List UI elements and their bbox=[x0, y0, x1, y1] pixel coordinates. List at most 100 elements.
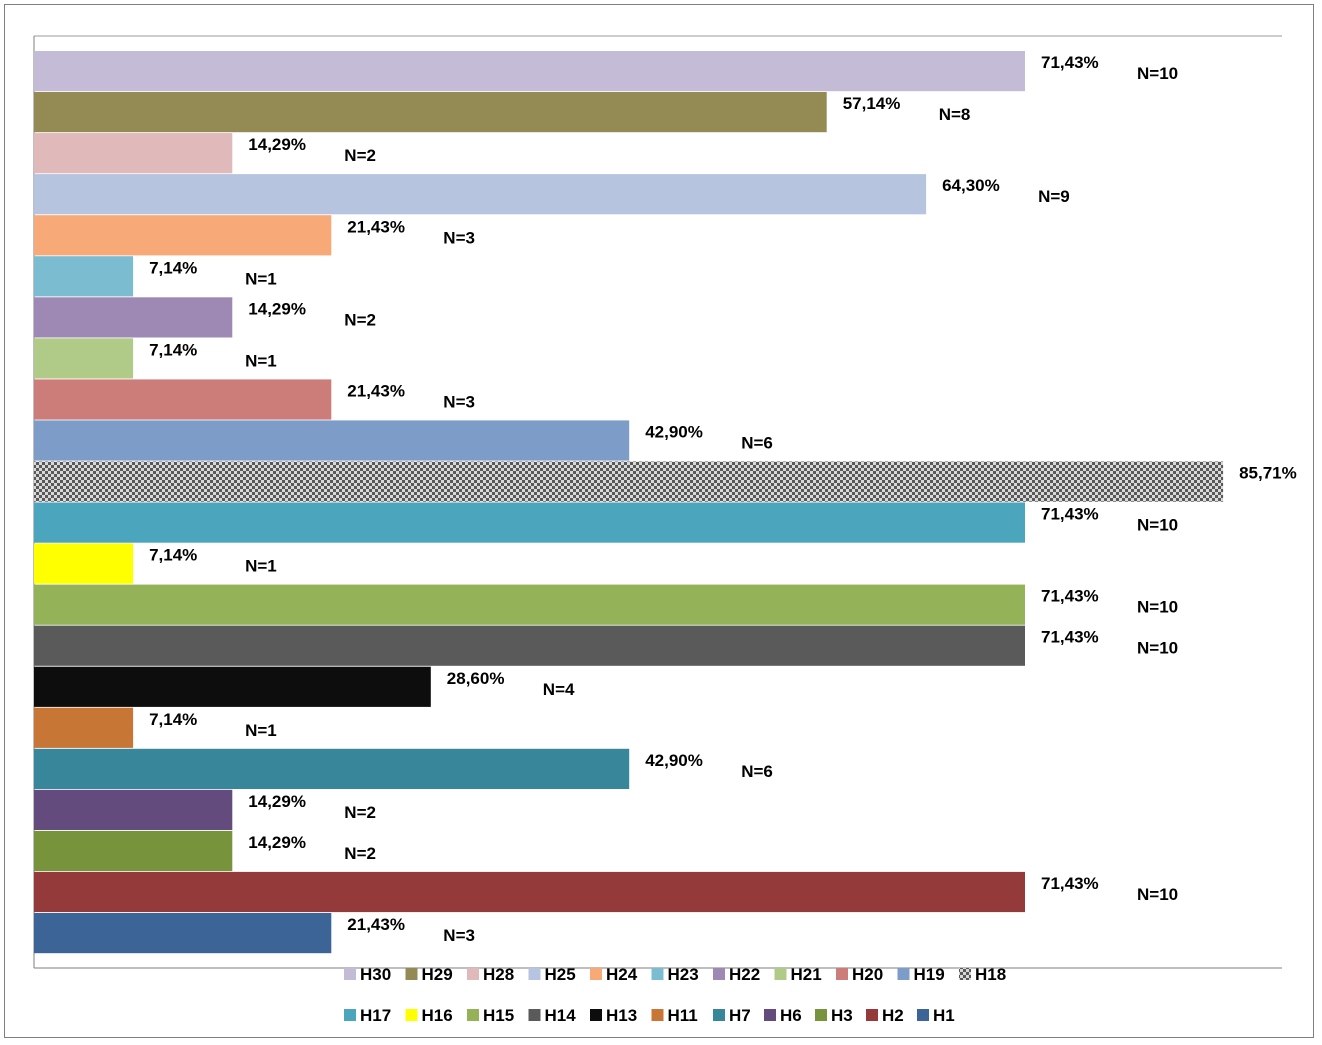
legend-swatch-h22 bbox=[713, 968, 725, 980]
legend-swatch-h28 bbox=[467, 968, 479, 980]
bars bbox=[34, 51, 1224, 954]
bar-h2 bbox=[34, 871, 1025, 913]
legend-swatch-h18 bbox=[959, 968, 971, 980]
legend-swatch-h17 bbox=[344, 1009, 356, 1021]
legend-label-h1: H1 bbox=[933, 1006, 955, 1025]
n-label-h6: N=2 bbox=[344, 803, 376, 822]
legend-label-h13: H13 bbox=[606, 1006, 637, 1025]
bar-h29 bbox=[34, 92, 827, 133]
bar-h22 bbox=[34, 297, 233, 338]
legend-swatch-h7 bbox=[713, 1009, 725, 1021]
legend-swatch-h3 bbox=[815, 1009, 827, 1021]
bar-h18 bbox=[34, 461, 1224, 502]
value-label-h6: 14,29% bbox=[248, 792, 306, 811]
legend-swatch-h21 bbox=[774, 968, 787, 980]
value-label-h23: 7,14% bbox=[149, 258, 197, 277]
n-label-h17: N=10 bbox=[1137, 516, 1178, 535]
value-label-h16: 7,14% bbox=[149, 546, 197, 565]
legend-swatch-h23 bbox=[651, 968, 664, 980]
n-label-h11: N=1 bbox=[245, 721, 277, 740]
value-label-h7: 42,90% bbox=[645, 751, 703, 770]
value-label-h29: 57,14% bbox=[843, 94, 901, 113]
legend-label-h17: H17 bbox=[360, 1006, 391, 1025]
bar-h11 bbox=[34, 707, 134, 748]
legend-label-h11: H11 bbox=[668, 1006, 698, 1025]
n-label-h1: N=3 bbox=[443, 926, 475, 945]
legend-label-h18: H18 bbox=[975, 965, 1006, 984]
value-label-h21: 7,14% bbox=[149, 340, 197, 359]
value-label-h11: 7,14% bbox=[149, 710, 197, 729]
bar-h15 bbox=[34, 584, 1025, 625]
legend-label-h24: H24 bbox=[606, 965, 638, 984]
legend-label-h20: H20 bbox=[852, 965, 883, 984]
data-labels: 71,43% N=10 57,14% N=8 14,29% N=2 64,30% N=9 21,… bbox=[149, 53, 1297, 945]
n-label-h14: N=10 bbox=[1137, 639, 1178, 658]
bar-h7 bbox=[34, 748, 630, 789]
value-label-h19: 42,90% bbox=[645, 423, 703, 442]
bar-h20 bbox=[34, 379, 332, 420]
legend-swatch-h29 bbox=[405, 968, 418, 980]
bar-h28 bbox=[34, 133, 233, 174]
legend-swatch-h24 bbox=[590, 968, 602, 980]
legend-label-h25: H25 bbox=[545, 965, 576, 984]
value-label-h3: 14,29% bbox=[248, 833, 306, 852]
legend-swatch-h16 bbox=[405, 1009, 418, 1021]
n-label-h7: N=6 bbox=[741, 762, 773, 781]
value-label-h15: 71,43% bbox=[1041, 587, 1099, 606]
bar-h16 bbox=[34, 543, 134, 584]
n-label-h29: N=8 bbox=[939, 105, 971, 124]
bar-h1 bbox=[34, 913, 332, 954]
value-label-h17: 71,43% bbox=[1041, 505, 1099, 524]
legend-label-h30: H30 bbox=[360, 965, 391, 984]
legend-label-h21: H21 bbox=[791, 965, 822, 984]
bar-h24 bbox=[34, 215, 332, 256]
legend-swatch-h25 bbox=[528, 968, 541, 980]
n-label-h23: N=1 bbox=[245, 269, 277, 288]
value-label-h24: 21,43% bbox=[347, 217, 405, 236]
n-label-h3: N=2 bbox=[344, 844, 376, 863]
n-label-h21: N=1 bbox=[245, 351, 277, 370]
bar-h25 bbox=[34, 174, 927, 215]
n-label-h22: N=2 bbox=[344, 310, 376, 329]
legend-swatch-h6 bbox=[764, 1009, 776, 1021]
n-label-h24: N=3 bbox=[443, 228, 475, 247]
value-label-h18: 85,71% bbox=[1239, 464, 1297, 483]
value-label-h13: 28,60% bbox=[447, 669, 505, 688]
legend-label-h29: H29 bbox=[422, 965, 453, 984]
value-label-h25: 64,30% bbox=[942, 176, 1000, 195]
legend-label-h23: H23 bbox=[668, 965, 699, 984]
bar-h6 bbox=[34, 789, 233, 830]
chart-frame bbox=[4, 4, 1314, 1038]
legend-swatch-h30 bbox=[344, 968, 356, 980]
n-label-h28: N=2 bbox=[344, 146, 376, 165]
legend-swatch-h11 bbox=[651, 1009, 664, 1021]
value-label-h1: 21,43% bbox=[347, 915, 405, 934]
value-label-h28: 14,29% bbox=[248, 135, 306, 154]
bar-h23 bbox=[34, 256, 134, 297]
legend-label-h3: H3 bbox=[831, 1006, 853, 1025]
legend-label-h22: H22 bbox=[729, 965, 760, 984]
legend-swatch-h1 bbox=[917, 1009, 929, 1021]
legend-swatch-h15 bbox=[467, 1009, 479, 1021]
n-label-h20: N=3 bbox=[443, 393, 475, 412]
n-label-h16: N=1 bbox=[245, 557, 277, 576]
legend-swatch-h2 bbox=[866, 1009, 878, 1021]
legend-label-h7: H7 bbox=[729, 1006, 751, 1025]
legend: H30 H29 H28 H25 H24 H23 H22 H21 H20 H19 H18 H17 H16 H… bbox=[344, 965, 1006, 1025]
value-label-h20: 21,43% bbox=[347, 382, 405, 401]
bar-h21 bbox=[34, 338, 134, 379]
bar-h30 bbox=[34, 51, 1025, 92]
legend-label-h28: H28 bbox=[483, 965, 514, 984]
n-label-h19: N=6 bbox=[741, 434, 773, 453]
value-label-h30: 71,43% bbox=[1041, 53, 1099, 72]
legend-label-h16: H16 bbox=[422, 1006, 453, 1025]
n-label-h2: N=10 bbox=[1137, 885, 1178, 904]
legend-swatch-h19 bbox=[897, 968, 910, 980]
bar-h14 bbox=[34, 625, 1025, 666]
legend-label-h2: H2 bbox=[882, 1006, 904, 1025]
bar-h17 bbox=[34, 502, 1025, 543]
n-label-h30: N=10 bbox=[1137, 64, 1178, 83]
n-label-h15: N=10 bbox=[1137, 598, 1178, 617]
value-label-h2: 71,43% bbox=[1041, 874, 1099, 893]
